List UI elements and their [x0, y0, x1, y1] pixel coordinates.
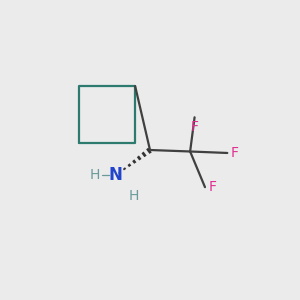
Polygon shape [146, 148, 152, 154]
Text: F: F [190, 120, 199, 134]
Polygon shape [118, 171, 121, 174]
Text: N: N [109, 166, 123, 184]
Text: F: F [231, 146, 239, 160]
Text: H: H [90, 168, 100, 182]
Polygon shape [132, 159, 137, 164]
Polygon shape [123, 167, 126, 170]
Polygon shape [128, 163, 131, 167]
Polygon shape [137, 155, 142, 160]
Text: H: H [128, 189, 139, 203]
Text: F: F [208, 180, 217, 194]
Polygon shape [142, 152, 147, 157]
